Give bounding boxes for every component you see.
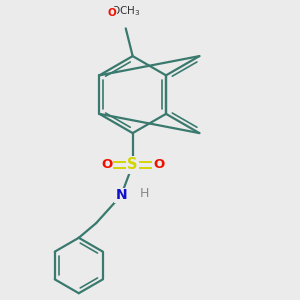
Text: O: O — [101, 158, 112, 171]
Text: O: O — [108, 8, 117, 18]
Text: O: O — [153, 158, 164, 171]
Text: N: N — [115, 188, 127, 203]
Text: H: H — [140, 187, 149, 200]
Text: S: S — [128, 157, 138, 172]
Text: OCH$_3$: OCH$_3$ — [111, 4, 140, 18]
